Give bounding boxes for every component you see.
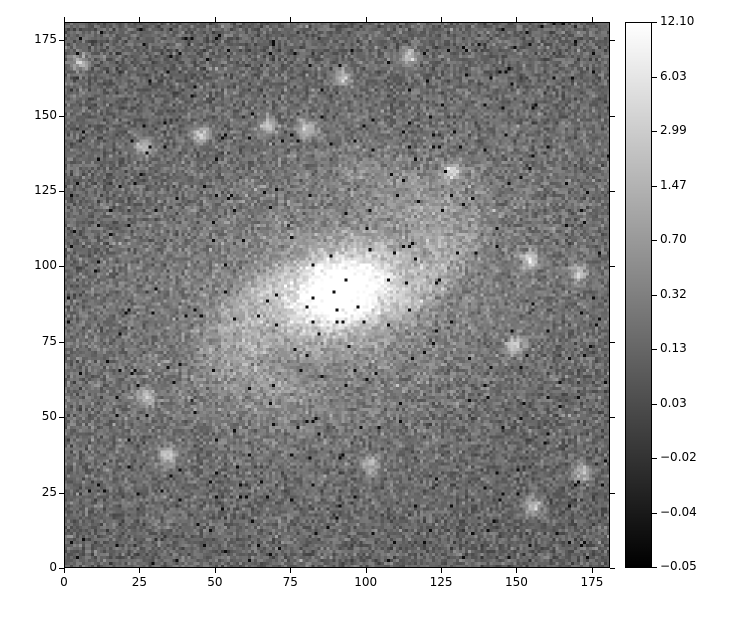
y-tick-label: 100 — [34, 258, 57, 273]
x-tick-top — [214, 17, 216, 22]
colorbar-tick-label: 2.99 — [660, 123, 687, 137]
y-tick-right — [610, 190, 615, 192]
x-tick-label: 175 — [580, 575, 604, 589]
y-tick-right — [610, 40, 615, 42]
colorbar-tick — [652, 240, 657, 241]
y-tick-right — [610, 115, 615, 117]
x-tick-label: 0 — [60, 575, 68, 589]
x-tick — [214, 568, 216, 573]
x-tick-top — [139, 17, 141, 22]
x-tick — [591, 568, 593, 573]
x-tick-top — [64, 17, 65, 22]
colorbar-tick — [652, 512, 657, 514]
x-tick-label: 50 — [207, 575, 223, 589]
x-tick-top — [591, 17, 593, 22]
y-tick — [59, 341, 64, 343]
y-tick-right — [610, 568, 615, 569]
colorbar-tick — [652, 76, 657, 78]
x-tick-label: 75 — [282, 575, 298, 589]
y-tick — [59, 266, 64, 268]
y-tick-right — [610, 266, 615, 268]
colorbar-tick — [652, 22, 657, 23]
x-tick-label: 25 — [131, 575, 148, 589]
y-tick-right — [610, 492, 615, 494]
x-tick-top — [365, 17, 367, 22]
y-tick — [59, 190, 64, 192]
y-tick-right — [610, 341, 615, 343]
colorbar-tick-label: 0.70 — [660, 232, 687, 246]
y-tick-label: 125 — [34, 182, 57, 197]
colorbar-tick-label: −0.05 — [660, 559, 697, 573]
plot-axes — [64, 22, 610, 568]
y-tick-right — [610, 417, 615, 419]
y-tick — [59, 40, 64, 42]
y-tick-label: 75 — [41, 333, 57, 348]
x-tick — [516, 568, 518, 573]
y-tick — [59, 417, 64, 419]
y-tick-label: 0 — [49, 560, 57, 574]
y-tick-label: 175 — [34, 32, 57, 47]
x-tick — [139, 568, 141, 573]
colorbar-tick — [652, 567, 657, 568]
colorbar-tick-label: 0.32 — [660, 286, 687, 301]
colorbar-tick-label: 12.10 — [660, 14, 695, 28]
x-tick-label: 150 — [505, 575, 528, 589]
x-tick — [290, 568, 292, 573]
colorbar-tick — [652, 403, 657, 405]
colorbar — [625, 22, 652, 568]
x-tick-label: 100 — [354, 575, 378, 589]
y-tick-label: 150 — [34, 107, 57, 122]
colorbar-tick-label: −0.04 — [660, 504, 697, 519]
colorbar-tick-label: 0.13 — [660, 341, 687, 355]
colorbar-tick — [652, 185, 657, 187]
x-tick-label: 125 — [429, 575, 453, 589]
colorbar-tick — [652, 294, 657, 296]
colorbar-tick-label: 1.47 — [660, 177, 687, 192]
x-tick — [365, 568, 367, 573]
colorbar-tick-label: −0.02 — [660, 450, 697, 464]
colorbar-tick — [652, 458, 657, 459]
x-tick — [64, 568, 65, 573]
x-tick-top — [290, 17, 292, 22]
y-tick-label: 50 — [41, 409, 57, 424]
colorbar-tick — [652, 131, 657, 132]
x-tick-top — [441, 17, 443, 22]
y-tick — [59, 568, 64, 569]
y-tick — [59, 115, 64, 117]
x-tick-top — [516, 17, 518, 22]
colorbar-tick-label: 6.03 — [660, 68, 687, 83]
y-tick — [59, 492, 64, 494]
y-tick-label: 25 — [41, 484, 57, 499]
colorbar-tick-label: 0.03 — [660, 395, 687, 410]
x-tick — [441, 568, 443, 573]
colorbar-tick — [652, 349, 657, 350]
galaxy-image — [64, 22, 610, 568]
